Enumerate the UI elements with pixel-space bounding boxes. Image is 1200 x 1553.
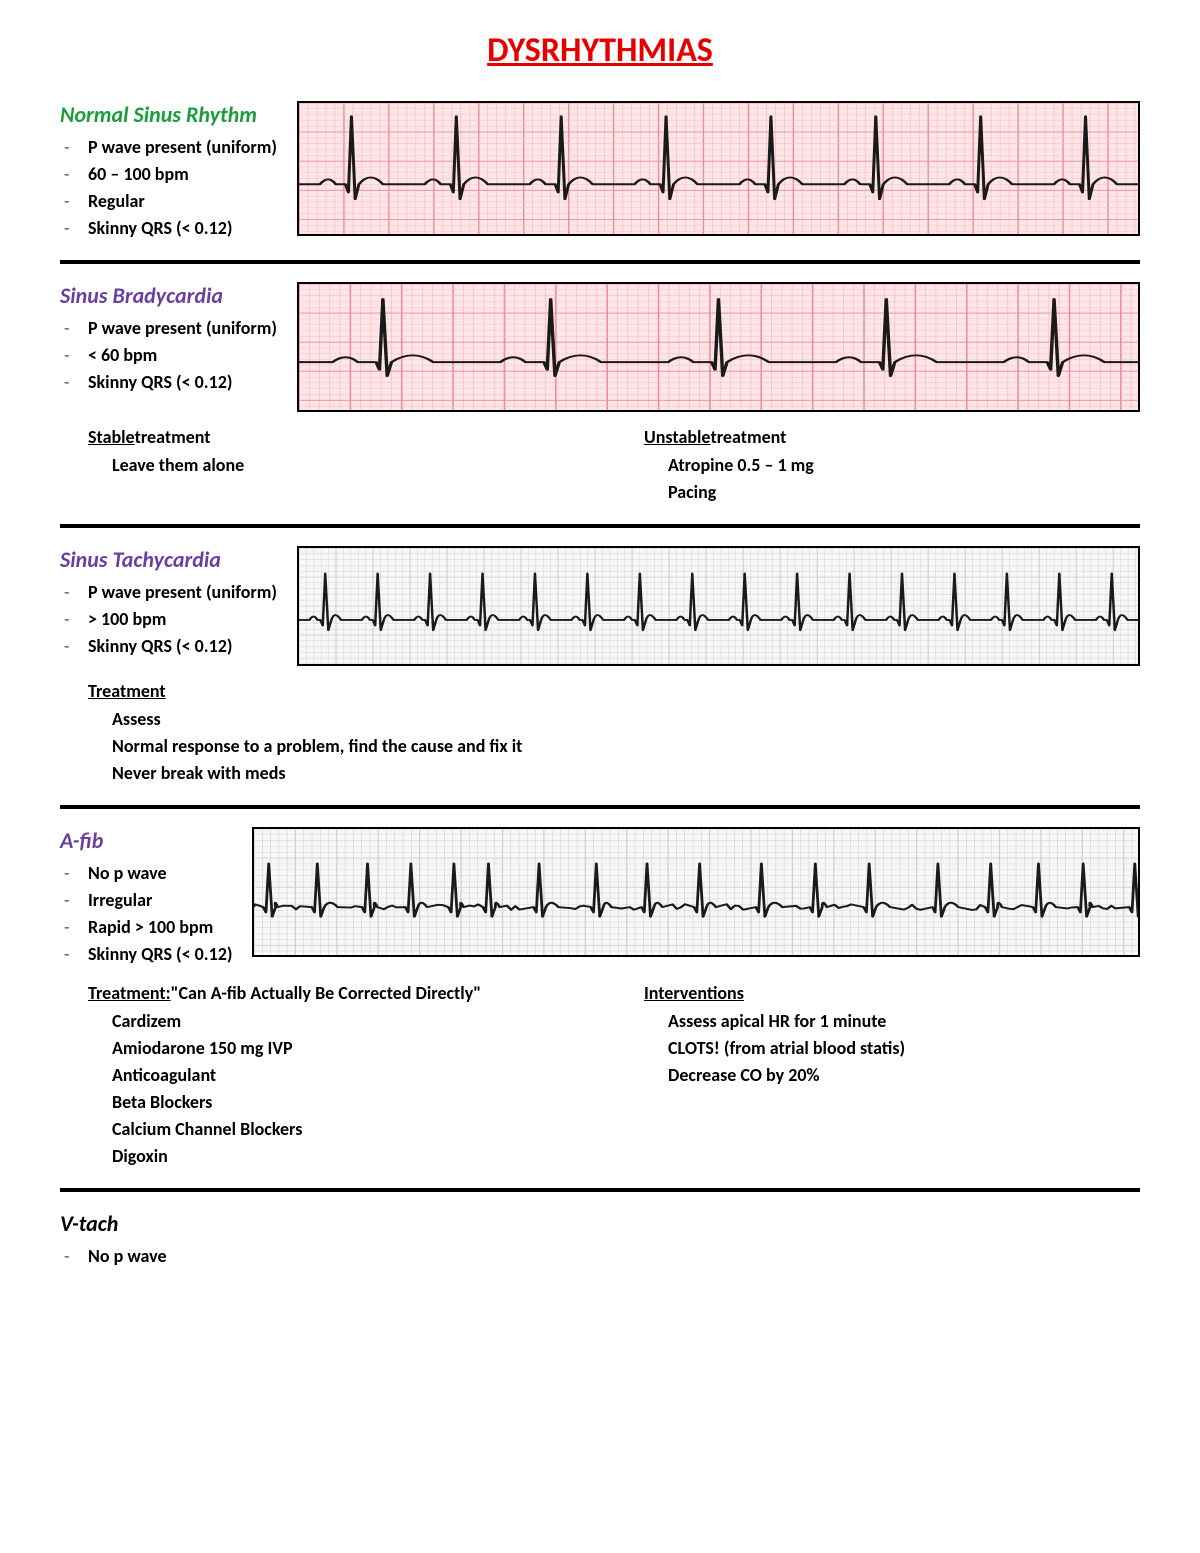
bullet-list: P wave present (uniform)60 – 100 bpmRegu… — [60, 134, 277, 242]
treatment-line: Decrease CO by 20% — [668, 1062, 1140, 1089]
treatment-line: Never break with meds — [112, 760, 1140, 787]
bullet-item: P wave present (uniform) — [88, 579, 277, 606]
section-divider — [60, 805, 1140, 809]
ecg-strip — [297, 101, 1140, 236]
treatment-line: Assess — [112, 706, 1140, 733]
bullet-list: P wave present (uniform)< 60 bpmSkinny Q… — [60, 315, 277, 396]
section-divider — [60, 260, 1140, 264]
treatment-heading: Unstable treatment — [644, 426, 1140, 448]
treatment-row: Treatment AssessNormal response to a prob… — [88, 680, 1140, 787]
treatment-line: Leave them alone — [112, 452, 584, 479]
bullet-list: No p wave — [60, 1243, 167, 1270]
treatment-line: Atropine 0.5 – 1 mg — [668, 452, 1140, 479]
treatment-line: Calcium Channel Blockers — [112, 1116, 584, 1143]
treatment-line: Amiodarone 150 mg IVP — [112, 1035, 584, 1062]
bullet-list: P wave present (uniform)> 100 bpmSkinny … — [60, 579, 277, 660]
ecg-strip — [252, 827, 1140, 957]
bullet-item: Skinny QRS (< 0.12) — [88, 633, 277, 660]
treatment-heading: Interventions — [644, 982, 1140, 1004]
treatment-row: Treatment: "Can A-fib Actually Be Correc… — [88, 982, 1140, 1170]
bullet-item: P wave present (uniform) — [88, 315, 277, 342]
ecg-strip — [297, 282, 1140, 412]
section-nsr: Normal Sinus Rhythm P wave present (unifo… — [60, 101, 1140, 242]
section-vtach: V-tach No p wave — [60, 1210, 1140, 1270]
bullet-item: No p wave — [88, 860, 232, 887]
section-afib: A-fib No p waveIrregularRapid > 100 bpmSk… — [60, 827, 1140, 1170]
bullet-item: Skinny QRS (< 0.12) — [88, 215, 277, 242]
treatment-line: Beta Blockers — [112, 1089, 584, 1116]
treatment-line: CLOTS! (from atrial blood statis) — [668, 1035, 1140, 1062]
treatment-line: Normal response to a problem, find the c… — [112, 733, 1140, 760]
section-brady: Sinus Bradycardia P wave present (uniform… — [60, 282, 1140, 506]
treatment-line: Cardizem — [112, 1008, 584, 1035]
ecg-strip — [297, 546, 1140, 666]
treatment-row: Stable treatment Leave them alone Unstable… — [88, 426, 1140, 506]
bullet-item: 60 – 100 bpm — [88, 161, 277, 188]
section-divider — [60, 524, 1140, 528]
bullet-item: Rapid > 100 bpm — [88, 914, 232, 941]
bullet-list: No p waveIrregularRapid > 100 bpmSkinny … — [60, 860, 232, 968]
treatment-heading: Treatment: "Can A-fib Actually Be Correc… — [88, 982, 584, 1004]
treatment-line: Assess apical HR for 1 minute — [668, 1008, 1140, 1035]
page-title: DYSRHYTHMIAS — [60, 30, 1140, 71]
treatment-heading: Treatment — [88, 680, 1140, 702]
rhythm-heading: Normal Sinus Rhythm — [60, 101, 277, 128]
treatment-line: Anticoagulant — [112, 1062, 584, 1089]
bullet-item: Skinny QRS (< 0.12) — [88, 941, 232, 968]
bullet-item: < 60 bpm — [88, 342, 277, 369]
section-tachy: Sinus Tachycardia P wave present (uniform… — [60, 546, 1140, 787]
bullet-item: Skinny QRS (< 0.12) — [88, 369, 277, 396]
treatment-line: Digoxin — [112, 1143, 584, 1170]
section-divider — [60, 1188, 1140, 1192]
bullet-item: Regular — [88, 188, 277, 215]
rhythm-heading: A-fib — [60, 827, 232, 854]
rhythm-heading: Sinus Bradycardia — [60, 282, 277, 309]
rhythm-heading: V-tach — [60, 1210, 167, 1237]
rhythm-heading: Sinus Tachycardia — [60, 546, 277, 573]
bullet-item: No p wave — [88, 1243, 167, 1270]
treatment-heading: Stable treatment — [88, 426, 584, 448]
bullet-item: > 100 bpm — [88, 606, 277, 633]
bullet-item: P wave present (uniform) — [88, 134, 277, 161]
bullet-item: Irregular — [88, 887, 232, 914]
treatment-line: Pacing — [668, 479, 1140, 506]
